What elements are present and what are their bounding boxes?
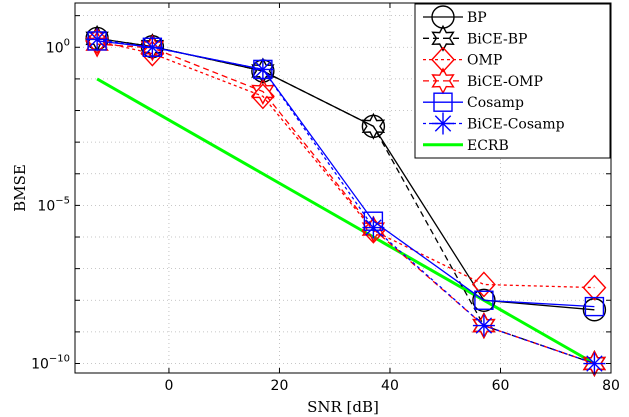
series-bice-omp bbox=[85, 30, 607, 378]
data-point bbox=[584, 296, 605, 317]
x-tick-label: 80 bbox=[602, 378, 620, 394]
data-point bbox=[472, 314, 495, 337]
series-line bbox=[96, 77, 596, 365]
plot-frame bbox=[74, 2, 612, 374]
legend-marker bbox=[433, 92, 453, 112]
legend-marker bbox=[431, 5, 455, 29]
legend-label: BiCE-Cosamp bbox=[467, 117, 565, 133]
data-point bbox=[85, 27, 110, 54]
data-point bbox=[582, 274, 607, 301]
series-line bbox=[97, 43, 595, 365]
data-point bbox=[85, 30, 109, 58]
data-point bbox=[141, 36, 164, 59]
data-point bbox=[140, 34, 165, 62]
legend-item: ECRB bbox=[423, 138, 509, 154]
legend: BP BiCE-BP OMP BiCE-OMP Cosamp BiCE-Cosamp ECR… bbox=[414, 3, 611, 159]
legend-item: BP bbox=[423, 5, 487, 29]
legend-label: ECRB bbox=[467, 138, 509, 154]
x-axis-label: SNR [dB] bbox=[307, 398, 379, 416]
legend-marker bbox=[431, 46, 455, 73]
data-point bbox=[583, 352, 606, 375]
data-point bbox=[472, 288, 496, 312]
data-point bbox=[251, 77, 275, 105]
series-ecrb bbox=[96, 77, 596, 365]
x-tick-label: 0 bbox=[164, 378, 173, 394]
legend-label: Cosamp bbox=[467, 95, 524, 111]
series-line bbox=[97, 38, 595, 365]
axis-ticks: 0 20 40 60 80 100 10−5 10−10 bbox=[31, 3, 620, 394]
y-tick-label: 10−5 bbox=[37, 195, 70, 214]
legend-label: BP bbox=[467, 10, 487, 26]
data-point bbox=[471, 271, 496, 298]
y-axis-label: BMSE bbox=[11, 164, 29, 212]
legend-item: OMP bbox=[423, 46, 502, 73]
data-point bbox=[86, 28, 109, 51]
data-point bbox=[362, 216, 385, 239]
data-point bbox=[474, 290, 494, 310]
legend-label: OMP bbox=[467, 53, 502, 69]
data-point bbox=[251, 58, 274, 81]
x-tick-label: 60 bbox=[492, 378, 510, 394]
x-tick-label: 20 bbox=[271, 378, 289, 394]
legend-marker bbox=[432, 112, 454, 135]
y-tick-label: 10−10 bbox=[31, 354, 70, 373]
series-line bbox=[97, 37, 595, 365]
legend-label: BiCE-BP bbox=[467, 31, 527, 47]
legend-label: BiCE-OMP bbox=[467, 74, 543, 90]
series-layer bbox=[85, 24, 607, 378]
x-tick-label: 40 bbox=[381, 378, 399, 394]
legend-item: BiCE-BP bbox=[423, 24, 527, 52]
y-tick-label: 100 bbox=[46, 37, 70, 56]
legend-marker bbox=[431, 24, 455, 52]
series-bice-cosamp bbox=[86, 28, 606, 375]
data-point bbox=[251, 57, 275, 85]
legend-item: Cosamp bbox=[423, 92, 524, 112]
data-point bbox=[472, 312, 496, 340]
data-point bbox=[582, 349, 607, 378]
data-point bbox=[361, 215, 386, 243]
data-point bbox=[361, 112, 386, 140]
legend-item: BiCE-Cosamp bbox=[423, 112, 565, 135]
